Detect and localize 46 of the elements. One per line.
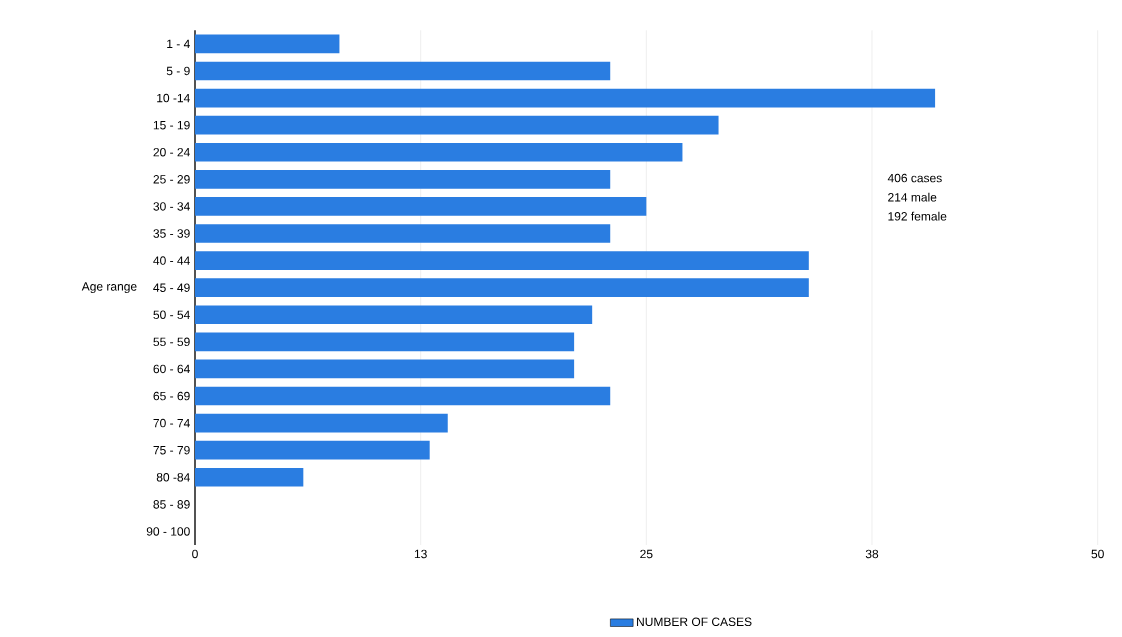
- x-tick-label: 50: [1091, 549, 1104, 559]
- x-tick-label: 0: [192, 549, 198, 559]
- y-axis-title: Age range: [81, 282, 137, 294]
- y-tick-label: 70 - 74: [153, 418, 190, 428]
- bar: [195, 359, 575, 379]
- y-tick-label: 15 - 19: [153, 120, 190, 130]
- annotation: 214 male: [888, 192, 937, 202]
- y-tick-label: 1 - 4: [167, 39, 190, 49]
- y-tick-label: 20 - 24: [153, 147, 190, 157]
- bar: [195, 88, 936, 108]
- bar: [195, 332, 575, 352]
- x-tick-label: 13: [414, 549, 427, 559]
- y-tick-label: 85 - 89: [153, 500, 190, 509]
- y-tick-label: 65 - 69: [153, 391, 190, 401]
- bar: [195, 224, 611, 243]
- bar: [195, 278, 809, 298]
- y-tick-label: 50 - 54: [153, 310, 190, 320]
- y-tick-label: 5 - 9: [166, 66, 190, 76]
- y-tick-label: 60 - 64: [153, 364, 190, 374]
- y-tick-label: 90 - 100: [146, 527, 190, 536]
- y-tick-label: 25 - 29: [153, 175, 190, 184]
- bar: [195, 61, 611, 81]
- x-tick-label: 25: [640, 549, 653, 559]
- bar: [195, 467, 304, 487]
- y-tick-label: 10 -14: [157, 93, 190, 103]
- bar: [195, 142, 683, 162]
- annotation: 192 female: [888, 211, 947, 221]
- bar: [195, 440, 430, 460]
- y-tick-label: 35 - 39: [153, 229, 190, 238]
- bar: [195, 197, 647, 216]
- annotation: 406 cases: [887, 173, 942, 183]
- legend-label: NUMBER OF CASES: [637, 617, 752, 627]
- y-tick-label: 40 - 44: [153, 256, 190, 265]
- bar: [195, 386, 611, 406]
- x-tick-label: 38: [865, 549, 879, 559]
- bar: [195, 251, 809, 270]
- bar: [195, 413, 448, 433]
- bar: [195, 34, 340, 54]
- y-tick-label: 75 - 79: [153, 445, 190, 455]
- y-tick-label: 45 - 49: [153, 283, 190, 292]
- bar: [195, 169, 611, 189]
- bar: [195, 305, 593, 325]
- bar: [195, 115, 719, 135]
- y-tick-label: 80 -84: [156, 473, 190, 482]
- y-tick-label: 30 - 34: [153, 202, 190, 211]
- y-tick-label: 55 - 59: [153, 337, 190, 347]
